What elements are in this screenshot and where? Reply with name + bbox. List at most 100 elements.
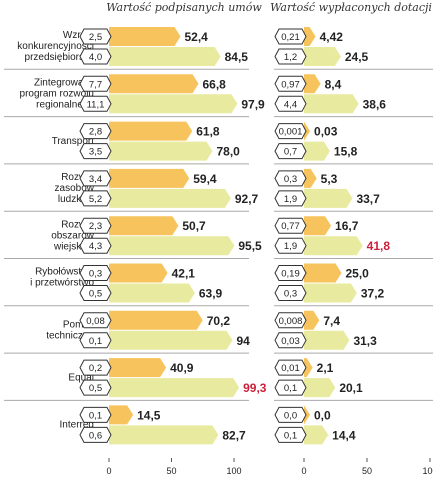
bar-left-series-1	[109, 405, 134, 425]
x-tick-label: 0	[106, 466, 111, 476]
bar-right-series-1	[304, 216, 332, 236]
bar-right-series-1	[304, 74, 321, 94]
value-label-left-series-1: 42,1	[172, 267, 196, 281]
badge-text-right-series-2: 0,7	[284, 147, 297, 158]
value-label-left-series-1: 50,7	[182, 219, 206, 233]
value-label-left-series-1: 70,2	[207, 314, 231, 328]
badge-text-left-series-2: 5,2	[89, 194, 102, 205]
badge-right-series-2	[274, 143, 307, 160]
value-label-right-series-1: 8,4	[325, 77, 342, 91]
bar-left-series-1	[109, 74, 199, 94]
badge-text-left-series-1: 0,3	[89, 269, 102, 280]
value-label-right-series-1: 2,1	[317, 361, 334, 375]
badge-text-left-series-2: 11,1	[87, 99, 105, 110]
badge-left-series-2	[79, 237, 112, 254]
badge-right-series-1	[274, 406, 307, 423]
bar-left-series-1	[109, 27, 181, 46]
badge-right-series-2	[274, 190, 307, 207]
badge-right-series-1	[274, 217, 307, 234]
badge-text-left-series-1: 2,3	[89, 221, 102, 232]
x-tick-label: 50	[166, 466, 176, 476]
badge-right-series-2	[274, 426, 307, 443]
badge-text-right-series-2: 0,3	[284, 289, 297, 300]
badge-text-right-series-2: 1,2	[284, 52, 297, 63]
category-label: Interreg	[60, 420, 94, 431]
bar-left-series-2	[109, 94, 238, 114]
badge-right-series-1	[274, 265, 307, 281]
bar-right-series-2	[304, 141, 330, 161]
value-label-right-series-1: 5,3	[321, 172, 338, 186]
x-tick-label: 50	[362, 466, 372, 476]
x-tick-label: 100	[422, 466, 433, 476]
category-label: Equal	[68, 372, 94, 383]
badge-text-right-series-1: 0,21	[281, 32, 300, 43]
value-label-left-series-1: 59,4	[193, 172, 217, 186]
bar-right-series-1	[304, 263, 342, 283]
badge-text-left-series-2: 4,3	[89, 241, 102, 252]
bar-right-series-1	[304, 405, 310, 425]
bar-left-series-1	[109, 121, 193, 141]
value-label-right-series-1: 0,0	[314, 408, 331, 422]
badge-left-series-1	[79, 75, 112, 92]
badge-text-left-series-1: 0,1	[89, 410, 102, 421]
value-label-left-series-2: 78,0	[217, 145, 241, 159]
bar-right-series-2	[304, 425, 329, 445]
value-label-right-series-1: 4,42	[320, 30, 344, 44]
badge-text-right-series-1: 0,001	[279, 127, 303, 138]
bar-right-series-2	[304, 378, 336, 398]
bar-right-series-2	[304, 94, 359, 114]
bar-left-series-1	[109, 168, 190, 188]
bar-right-series-2	[304, 283, 357, 303]
bar-right-series-2	[304, 188, 353, 208]
badge-left-series-1	[79, 123, 112, 140]
badge-right-series-2	[274, 379, 307, 396]
badge-left-series-2	[79, 143, 112, 160]
value-label-right-series-2: 33,7	[356, 192, 380, 206]
badge-text-right-series-1: 0,19	[281, 269, 300, 280]
category-label: Rozwój zasobów ludzkich	[55, 172, 95, 205]
category-label: Pomoc techniczna	[46, 319, 94, 341]
x-tick-label: 100	[226, 466, 241, 476]
badge-text-left-series-2: 0,5	[89, 383, 102, 394]
value-label-left-series-1: 52,4	[185, 30, 209, 44]
value-label-right-series-2: 14,4	[332, 428, 356, 442]
badge-left-series-2	[79, 285, 112, 301]
badge-text-right-series-2: 0,03	[281, 336, 300, 347]
bar-right-series-1	[304, 310, 320, 330]
badge-text-right-series-1: 0,77	[281, 221, 300, 232]
category-label: Transport	[52, 136, 95, 147]
bar-right-series-2	[304, 47, 341, 66]
badge-left-series-1	[79, 170, 112, 187]
badge-left-series-1	[79, 217, 112, 234]
badge-text-right-series-2: 4,4	[284, 99, 297, 110]
badge-left-series-1	[79, 28, 112, 45]
bar-left-series-1	[109, 216, 179, 236]
badge-text-right-series-1: 0,97	[281, 79, 300, 90]
bar-right-series-2	[304, 236, 363, 256]
badge-right-series-2	[274, 332, 307, 349]
badge-left-series-2	[79, 379, 112, 396]
bar-left-series-1	[109, 263, 168, 283]
bar-left-series-2	[109, 330, 233, 350]
bar-left-series-2	[109, 141, 213, 161]
bar-left-series-1	[109, 358, 167, 378]
value-label-left-series-2: 94	[237, 334, 251, 348]
badge-text-left-series-1: 2,8	[89, 127, 102, 138]
value-label-left-series-2: 99,3	[243, 381, 267, 395]
bar-left-series-2	[109, 283, 195, 303]
value-label-left-series-1: 14,5	[137, 408, 161, 422]
value-label-left-series-1: 40,9	[170, 361, 194, 375]
value-label-left-series-2: 82,7	[222, 428, 246, 442]
value-label-right-series-2: 38,6	[363, 97, 387, 111]
badge-left-series-2	[79, 190, 112, 207]
badge-text-left-series-2: 4,0	[89, 52, 102, 63]
bar-left-series-2	[109, 47, 221, 66]
value-label-left-series-2: 95,5	[238, 239, 262, 253]
bar-right-series-2	[304, 330, 350, 350]
badge-left-series-1	[79, 406, 112, 423]
badge-text-right-series-2: 0,1	[284, 383, 297, 394]
badge-text-left-series-2: 0,6	[89, 430, 102, 441]
badge-text-left-series-1: 0,2	[89, 363, 102, 374]
bar-left-series-2	[109, 236, 235, 256]
